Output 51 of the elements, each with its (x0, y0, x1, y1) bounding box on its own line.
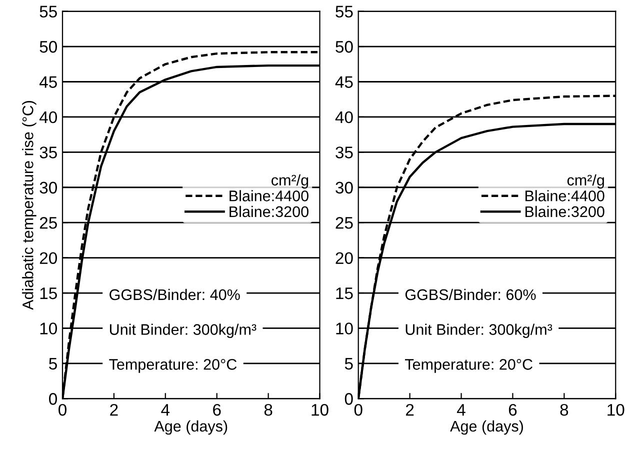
x-tick-label: 10 (312, 404, 328, 416)
y-tick-label: 5 (49, 358, 57, 370)
x-tick-label: 6 (213, 404, 221, 416)
x-tick-label: 2 (110, 404, 118, 416)
y-tick-label: 55 (336, 6, 353, 18)
x-tick-label: 0 (58, 404, 66, 416)
x-tick-label: 6 (508, 404, 517, 416)
y-tick-label: 35 (40, 146, 57, 158)
y-tick-label: 20 (336, 252, 353, 264)
y-tick-label: 0 (49, 393, 57, 405)
y-tick-label: 25 (336, 216, 353, 229)
x-axis-title: Age (days) (154, 420, 228, 435)
y-tick-label: 10 (336, 322, 353, 334)
y-tick-label: 5 (344, 358, 353, 370)
y-tick-label: 40 (39, 111, 57, 124)
y-tick-label: 50 (40, 40, 57, 53)
y-tick-label: 10 (40, 322, 57, 334)
x-tick-label: 4 (457, 404, 466, 416)
legend-label: Blaine:3200 (230, 206, 308, 218)
annotation: GGBS/Binder: 60% (405, 288, 536, 300)
legend-title: cm²/g (567, 174, 604, 189)
annotation: Unit Binder: 300kg/m³ (110, 324, 256, 338)
y-tick-label: 55 (40, 6, 57, 18)
legend-label: Blaine:3200 (525, 206, 604, 218)
y-axis-title: Adiabatic temperature rise (°C) (22, 100, 36, 310)
y-tick-label: 30 (40, 182, 57, 194)
y-tick-label: 45 (39, 76, 57, 88)
y-tick-label: 15 (40, 288, 57, 300)
legend-label: Blaine:4400 (525, 190, 604, 202)
annotation: Unit Binder: 300kg/m³ (406, 324, 552, 338)
y-tick-label: 45 (335, 76, 353, 88)
x-tick-label: 2 (406, 404, 414, 416)
x-tick-label: 10 (608, 404, 624, 416)
legend-label: Blaine:4400 (230, 190, 308, 202)
x-tick-label: 8 (560, 404, 568, 416)
y-tick-label: 50 (336, 40, 353, 53)
x-tick-label: 4 (161, 404, 170, 416)
x-tick-label: 0 (354, 404, 362, 416)
y-tick-label: 30 (336, 182, 353, 194)
y-tick-label: 15 (336, 288, 353, 300)
y-tick-label: 0 (344, 393, 353, 405)
x-tick-label: 8 (264, 404, 272, 416)
annotation: GGBS/Binder: 40% (110, 288, 240, 300)
y-tick-label: 35 (336, 146, 353, 158)
legend-title: cm²/g (272, 174, 308, 189)
y-tick-label: 20 (40, 252, 57, 264)
y-tick-label: 40 (335, 111, 353, 124)
x-axis-title: Age (days) (450, 420, 523, 435)
annotation: Temperature: 20°C (405, 359, 532, 373)
y-tick-label: 25 (40, 216, 57, 229)
annotation: Temperature: 20°C (109, 359, 237, 373)
